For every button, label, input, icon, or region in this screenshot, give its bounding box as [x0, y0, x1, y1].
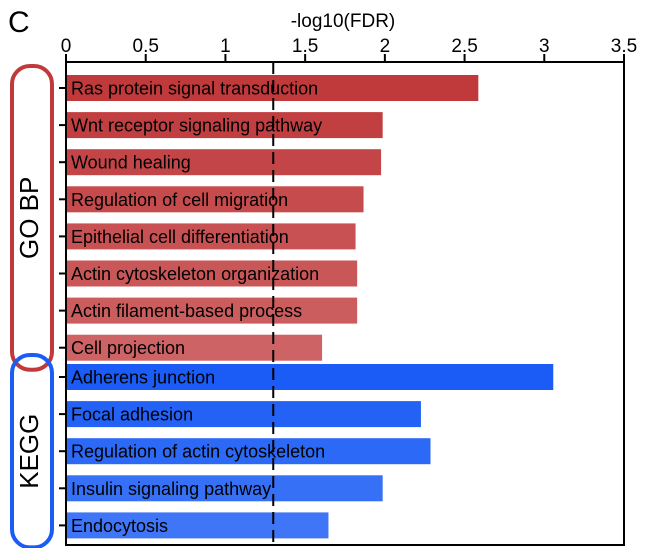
plot-frame [65, 61, 625, 546]
bar-category-label: Ras protein signal transduction [71, 79, 318, 99]
x-tick-label: 1 [220, 36, 231, 57]
panel-letter: C [8, 6, 30, 39]
bar-category-label: Focal adhesion [71, 405, 193, 425]
bar-category-label: Endocytosis [71, 516, 168, 536]
bar [67, 334, 323, 361]
x-axis-ticks: 0 0.5 1 1.5 2 2.5 3 3.5 [61, 36, 637, 62]
x-tick-label: 1.5 [292, 36, 318, 57]
bar-category-label: Wound healing [71, 153, 191, 173]
group-bracket [10, 64, 54, 372]
bar [67, 364, 554, 390]
bars-group [67, 75, 554, 539]
group-label: KEGG [14, 414, 44, 489]
group-bracket [10, 353, 54, 548]
x-tick-label: 3.5 [611, 36, 637, 57]
group-label: GO BP [14, 177, 44, 259]
bar-category-label: Epithelial cell differentiation [71, 227, 289, 247]
bar-category-label: Insulin signaling pathway [71, 479, 271, 499]
bar-category-label: Cell projection [71, 338, 185, 358]
bar-category-label: Regulation of cell migration [71, 190, 288, 210]
bar-category-label: Adherens junction [71, 368, 215, 388]
y-axis-ticks [59, 87, 66, 527]
bar [67, 149, 382, 176]
x-tick-label: 2.5 [451, 36, 477, 57]
x-tick-label: 0 [61, 36, 72, 57]
bar-category-label: Actin filament-based process [71, 301, 302, 321]
bar [67, 401, 421, 428]
bar-category-label: Actin cytoskeleton organization [71, 264, 319, 284]
bar [67, 475, 383, 502]
bar [67, 438, 431, 465]
bar-category-label: Regulation of actin cytoskeleton [71, 442, 325, 462]
bar-labels-group: Ras protein signal transduction Wnt recep… [71, 79, 325, 536]
x-tick-label: 3 [539, 36, 550, 57]
x-axis-title: -log10(FDR) [291, 11, 396, 32]
x-tick-label: 2 [380, 36, 391, 57]
bar [67, 512, 329, 539]
bar [67, 112, 383, 139]
bar-category-label: Wnt receptor signaling pathway [71, 116, 322, 136]
group-brackets: GO BP KEGG [10, 64, 54, 548]
x-tick-label: 0.5 [133, 36, 159, 57]
bar [67, 186, 364, 213]
bar [67, 297, 358, 324]
bar [67, 223, 356, 250]
bar [67, 260, 358, 287]
